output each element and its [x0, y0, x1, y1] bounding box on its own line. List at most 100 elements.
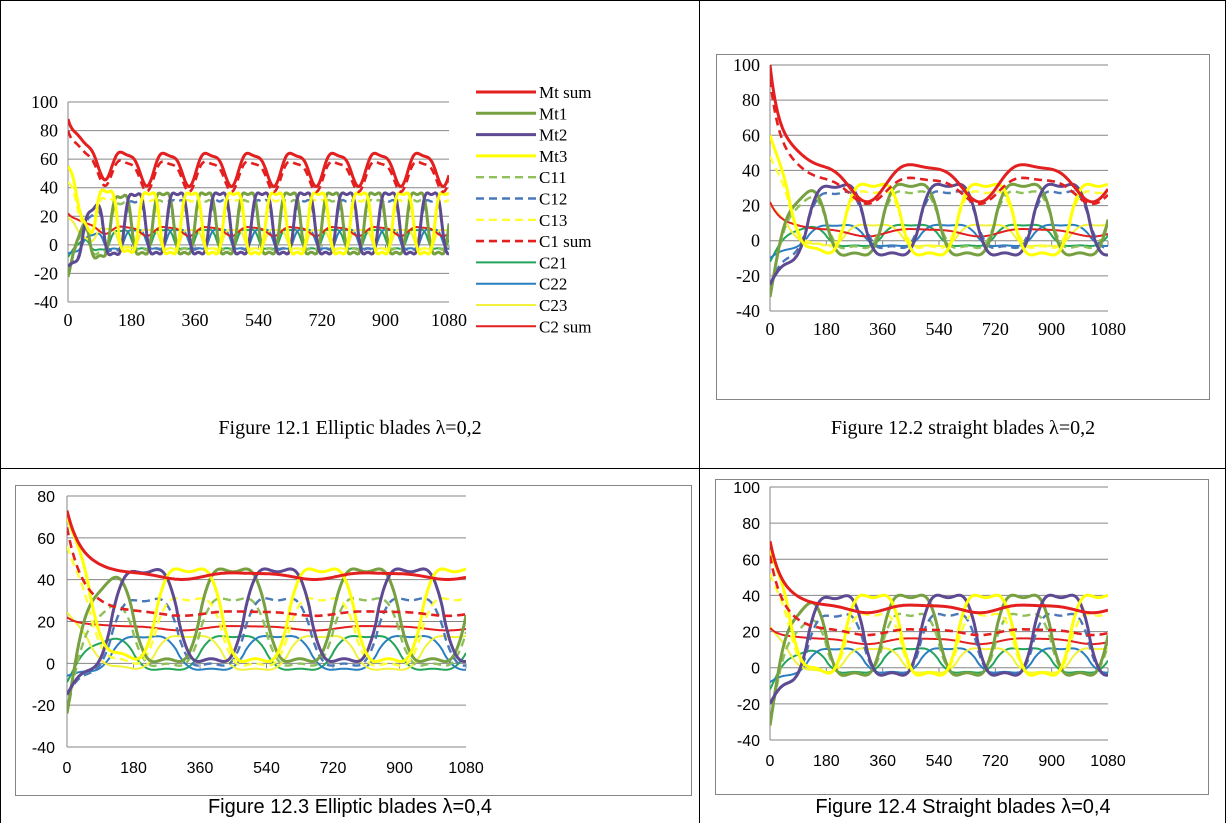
x-tick-label: 1080: [431, 310, 467, 330]
border-middle-horizontal: [0, 468, 1226, 469]
series-c1-sum: [67, 527, 466, 618]
series-c23: [770, 203, 1108, 247]
x-tick-label: 900: [372, 310, 399, 330]
legend-label: C11: [539, 168, 567, 187]
y-tick-label: 0: [49, 235, 58, 255]
legend-label: C2 sum: [539, 317, 591, 336]
x-tick-label: 180: [120, 760, 147, 777]
series-mt2: [68, 191, 449, 268]
y-tick-label: -40: [737, 733, 760, 750]
legend-label: C22: [539, 275, 567, 294]
chart-frame-12-3: [15, 485, 692, 796]
x-tick-label: 360: [187, 760, 214, 777]
cell-figure-12-2: -40 -20 0 20 40 60 80 100 0 180 360 540 720 900 1080 F…: [700, 0, 1226, 468]
legend-label: C13: [539, 211, 567, 230]
x-tick-label: 720: [982, 753, 1009, 770]
chart-straight-blades-0-4: -40 -20 0 20 40 60 80 100 0 180 360 540 720 900 1080: [733, 480, 1126, 770]
caption-figure-12-3: Figure 12.3 Elliptic blades λ=0,4: [207, 796, 493, 818]
x-tick-label: 360: [869, 753, 896, 770]
x-tick-label: 180: [813, 319, 840, 339]
y-tick-label: -20: [736, 266, 760, 286]
x-tick-label: 720: [320, 760, 347, 777]
legend-label: Mt sum: [539, 83, 591, 102]
legend: Mt sum Mt1 Mt2 Mt3 C11 C12 C13 C1 sum C21 C22 C23 C…: [476, 83, 591, 336]
series-mt1: [68, 191, 449, 278]
x-tick-label: 0: [766, 753, 775, 770]
legend-label: C1 sum: [539, 232, 591, 251]
x-tick-label: 720: [309, 310, 336, 330]
legend-label: C12: [539, 190, 567, 209]
series-c2-sum: [770, 201, 1108, 238]
y-tick-label: 60: [40, 149, 58, 169]
x-tick-label: 540: [926, 753, 953, 770]
series-mt-sum: [67, 510, 466, 581]
x-tick-label: 540: [253, 760, 280, 777]
x-tick-label: 180: [813, 753, 840, 770]
y-tick-label: 40: [742, 160, 760, 180]
x-tick-label: 1080: [448, 760, 484, 777]
cell-figure-12-1: -40 -20 0 20 40 60 80 100 0 180 360 540 720 900 1080 Mt…: [0, 0, 700, 468]
cell-figure-12-3: -40 -20 0 20 40 60 80 0 180 360 540 720 900 1080 Figu…: [0, 469, 700, 823]
y-tick-label: -20: [32, 698, 55, 715]
border-left: [0, 0, 1, 823]
tick-labels: -40 -20 0 20 40 60 80 100 0 180 360 540 720 900 1080: [31, 92, 467, 330]
series-mt3: [68, 165, 449, 256]
series-c1-sum: [68, 130, 449, 194]
y-tick-label: -20: [737, 697, 760, 714]
series-mt1: [770, 593, 1108, 726]
y-tick-label: 80: [742, 516, 760, 533]
series-c21: [770, 223, 1108, 263]
series-mt2: [770, 182, 1108, 286]
caption-figure-12-4: Figure 12.4 Straight blades λ=0,4: [815, 796, 1111, 818]
chart-frame-12-2: [716, 54, 1210, 400]
legend-label: C23: [539, 296, 567, 315]
series-c13: [68, 181, 449, 251]
series-c1-sum: [770, 555, 1108, 637]
x-tick-label: 900: [1038, 753, 1065, 770]
x-tick-label: 0: [64, 310, 73, 330]
series-group: [68, 118, 449, 278]
series-c11: [67, 597, 466, 714]
x-tick-label: 540: [926, 319, 953, 339]
legend-label: Mt2: [539, 126, 567, 145]
chart-elliptic-blades-0-2: -40 -20 0 20 40 60 80 100 0 180 360 540 720 900 1080 Mt…: [31, 83, 591, 336]
x-tick-label: 180: [118, 310, 145, 330]
series-mt3: [67, 516, 466, 663]
y-tick-label: 40: [37, 573, 55, 590]
x-tick-label: 540: [245, 310, 272, 330]
y-tick-label: -20: [34, 263, 58, 283]
border-top: [0, 0, 1226, 1]
y-tick-label: 80: [742, 90, 760, 110]
caption-figure-12-2: Figure 12.2 straight blades λ=0,2: [830, 417, 1096, 439]
y-tick-label: 20: [742, 196, 760, 216]
series-c21: [67, 635, 466, 683]
tick-labels: -40 -20 0 20 40 60 80 0 180 360 540 720 900 1080: [32, 489, 484, 777]
gridlines: [67, 101, 450, 303]
series-mt3: [770, 549, 1108, 677]
y-tick-label: 0: [751, 661, 760, 678]
y-tick-label: 60: [742, 125, 760, 145]
y-tick-label: 60: [742, 552, 760, 569]
legend-label: Mt3: [539, 147, 567, 166]
series-mt-sum: [770, 64, 1108, 204]
x-tick-label: 0: [766, 319, 775, 339]
series-c2-sum: [67, 616, 466, 632]
legend-label: C21: [539, 253, 567, 272]
y-tick-label: 60: [37, 531, 55, 548]
series-mt-sum: [770, 540, 1108, 615]
series-c21: [770, 647, 1108, 690]
y-tick-label: 20: [40, 206, 58, 226]
series-mt-sum: [68, 118, 449, 188]
y-tick-label: 80: [40, 121, 58, 141]
series-group: [770, 540, 1108, 726]
series-mt3: [770, 134, 1108, 257]
x-tick-label: 360: [182, 310, 209, 330]
series-group: [770, 64, 1108, 298]
series-c11: [770, 612, 1108, 726]
tick-labels: -40 -20 0 20 40 60 80 100 0 180 360 540 720 900 1080: [733, 55, 1126, 339]
y-tick-label: 100: [31, 92, 58, 112]
y-tick-label: -40: [736, 301, 760, 321]
series-c21: [68, 228, 449, 258]
series-c12: [68, 198, 449, 268]
